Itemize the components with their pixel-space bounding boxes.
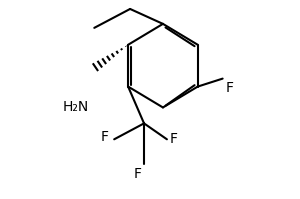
Text: F: F (226, 81, 234, 95)
Text: H₂N: H₂N (62, 100, 89, 114)
Text: F: F (100, 130, 108, 144)
Text: F: F (170, 132, 178, 146)
Text: F: F (134, 167, 142, 181)
